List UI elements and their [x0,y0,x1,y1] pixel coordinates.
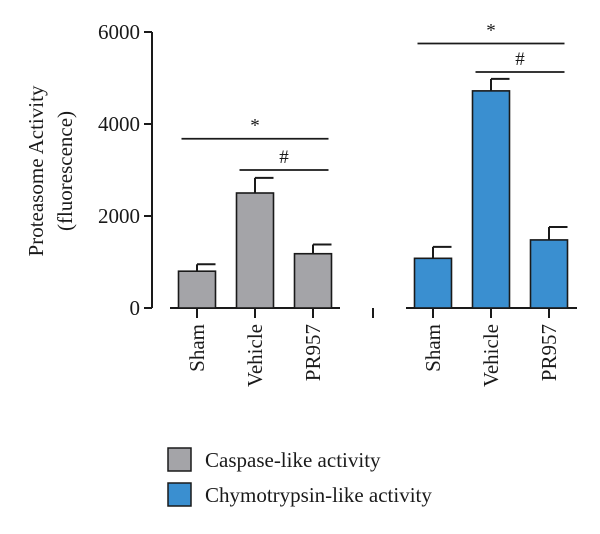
significance-symbol: * [250,116,260,137]
significance-symbol: # [515,49,525,70]
legend: Caspase-like activity Chymotrypsin-like a… [167,447,432,507]
y-tick-label: 6000 [98,20,140,44]
significance-symbol: # [279,147,289,168]
bars: Sham Vehicle PR957 Sham Vehicle PR957 [177,77,569,387]
y-axis-label-line-2: (fluorescence) [53,111,77,231]
x-category-label: Sham [421,324,445,372]
y-axis-label: Proteasome Activity (fluorescence) [24,85,77,256]
bar [177,270,217,309]
legend-label: Caspase-like activity [205,448,381,472]
y-tick-label: 4000 [98,112,140,136]
x-category-label: PR957 [537,324,561,381]
bar [235,192,275,309]
legend-swatch [167,447,192,472]
legend-label: Chymotrypsin-like activity [205,483,432,507]
bar [413,257,453,309]
significance-markers: * # * # [181,21,565,171]
legend-swatch [167,482,192,507]
y-tick-label: 2000 [98,204,140,228]
axes: 0 2000 4000 6000 [98,20,577,320]
x-category-label: PR957 [301,324,325,381]
significance-symbol: * [486,21,496,42]
bar [529,239,569,309]
y-tick-label: 0 [130,296,141,320]
x-category-label: Sham [185,324,209,372]
bar [293,252,333,309]
bar [471,90,511,309]
x-category-label: Vehicle [243,324,267,387]
x-category-label: Vehicle [479,324,503,387]
y-axis-label-line-1: Proteasome Activity [24,85,48,256]
